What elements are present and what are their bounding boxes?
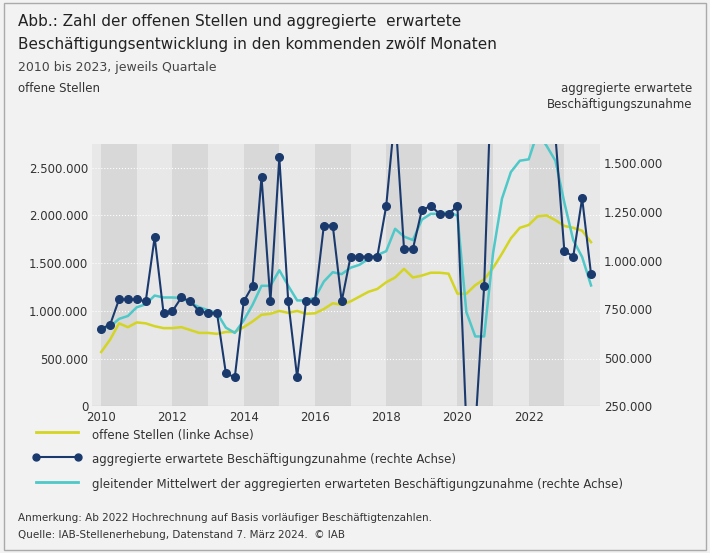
Text: offene Stellen (linke Achse): offene Stellen (linke Achse)	[92, 429, 254, 442]
Bar	[529, 144, 564, 406]
Bar	[493, 144, 529, 406]
Text: 2010 bis 2023, jeweils Quartale: 2010 bis 2023, jeweils Quartale	[18, 61, 217, 75]
Text: Anmerkung: Ab 2022 Hochrechnung auf Basis vorläufiger Beschäftigtenzahlen.: Anmerkung: Ab 2022 Hochrechnung auf Basi…	[18, 513, 432, 523]
Bar	[173, 144, 208, 406]
Bar	[351, 144, 386, 406]
Bar	[102, 144, 137, 406]
Bar	[386, 144, 422, 406]
Text: aggregierte erwartete
Beschäftigungszunahme: aggregierte erwartete Beschäftigungszuna…	[547, 82, 692, 111]
Bar	[137, 144, 173, 406]
Bar	[457, 144, 493, 406]
Text: gleitender Mittelwert der aggregierten erwarteten Beschäftigungzunahme (rechte A: gleitender Mittelwert der aggregierten e…	[92, 478, 623, 492]
Bar	[279, 144, 315, 406]
Bar	[244, 144, 279, 406]
Text: Abb.: Zahl der offenen Stellen und aggregierte  erwartete: Abb.: Zahl der offenen Stellen und aggre…	[18, 14, 461, 29]
Bar	[422, 144, 457, 406]
Bar	[600, 144, 635, 406]
Bar	[65, 144, 102, 406]
Bar	[564, 144, 600, 406]
Bar	[315, 144, 351, 406]
Text: Beschäftigungsentwicklung in den kommenden zwölf Monaten: Beschäftigungsentwicklung in den kommend…	[18, 37, 496, 52]
Bar	[208, 144, 244, 406]
Text: Quelle: IAB-Stellenerhebung, Datenstand 7. März 2024.  © IAB: Quelle: IAB-Stellenerhebung, Datenstand …	[18, 530, 345, 540]
Text: aggregierte erwartete Beschäftigungzunahme (rechte Achse): aggregierte erwartete Beschäftigungzunah…	[92, 453, 457, 467]
Text: offene Stellen: offene Stellen	[18, 82, 99, 95]
